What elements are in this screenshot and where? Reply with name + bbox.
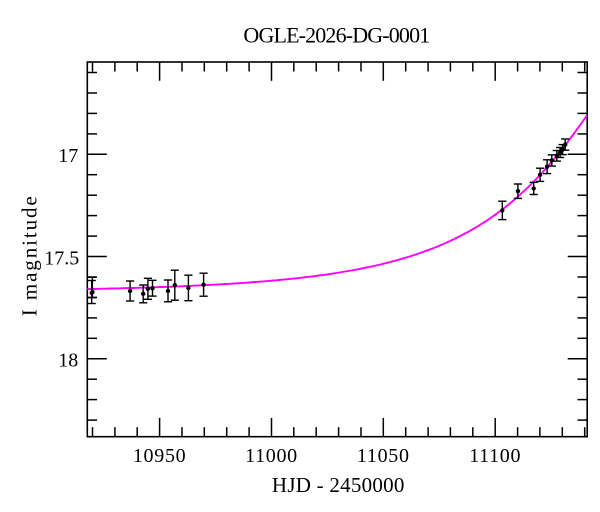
svg-text:HJD - 2450000: HJD - 2450000 bbox=[272, 473, 405, 497]
svg-text:10950: 10950 bbox=[133, 445, 187, 467]
svg-text:17: 17 bbox=[58, 145, 78, 167]
svg-text:OGLE-2026-DG-0001: OGLE-2026-DG-0001 bbox=[243, 22, 429, 47]
svg-text:17.5: 17.5 bbox=[44, 247, 79, 269]
svg-text:I magnitude: I magnitude bbox=[18, 194, 42, 316]
svg-text:11050: 11050 bbox=[357, 445, 410, 467]
svg-text:18: 18 bbox=[58, 350, 78, 372]
svg-text:11100: 11100 bbox=[469, 445, 521, 467]
svg-text:11000: 11000 bbox=[245, 445, 298, 467]
